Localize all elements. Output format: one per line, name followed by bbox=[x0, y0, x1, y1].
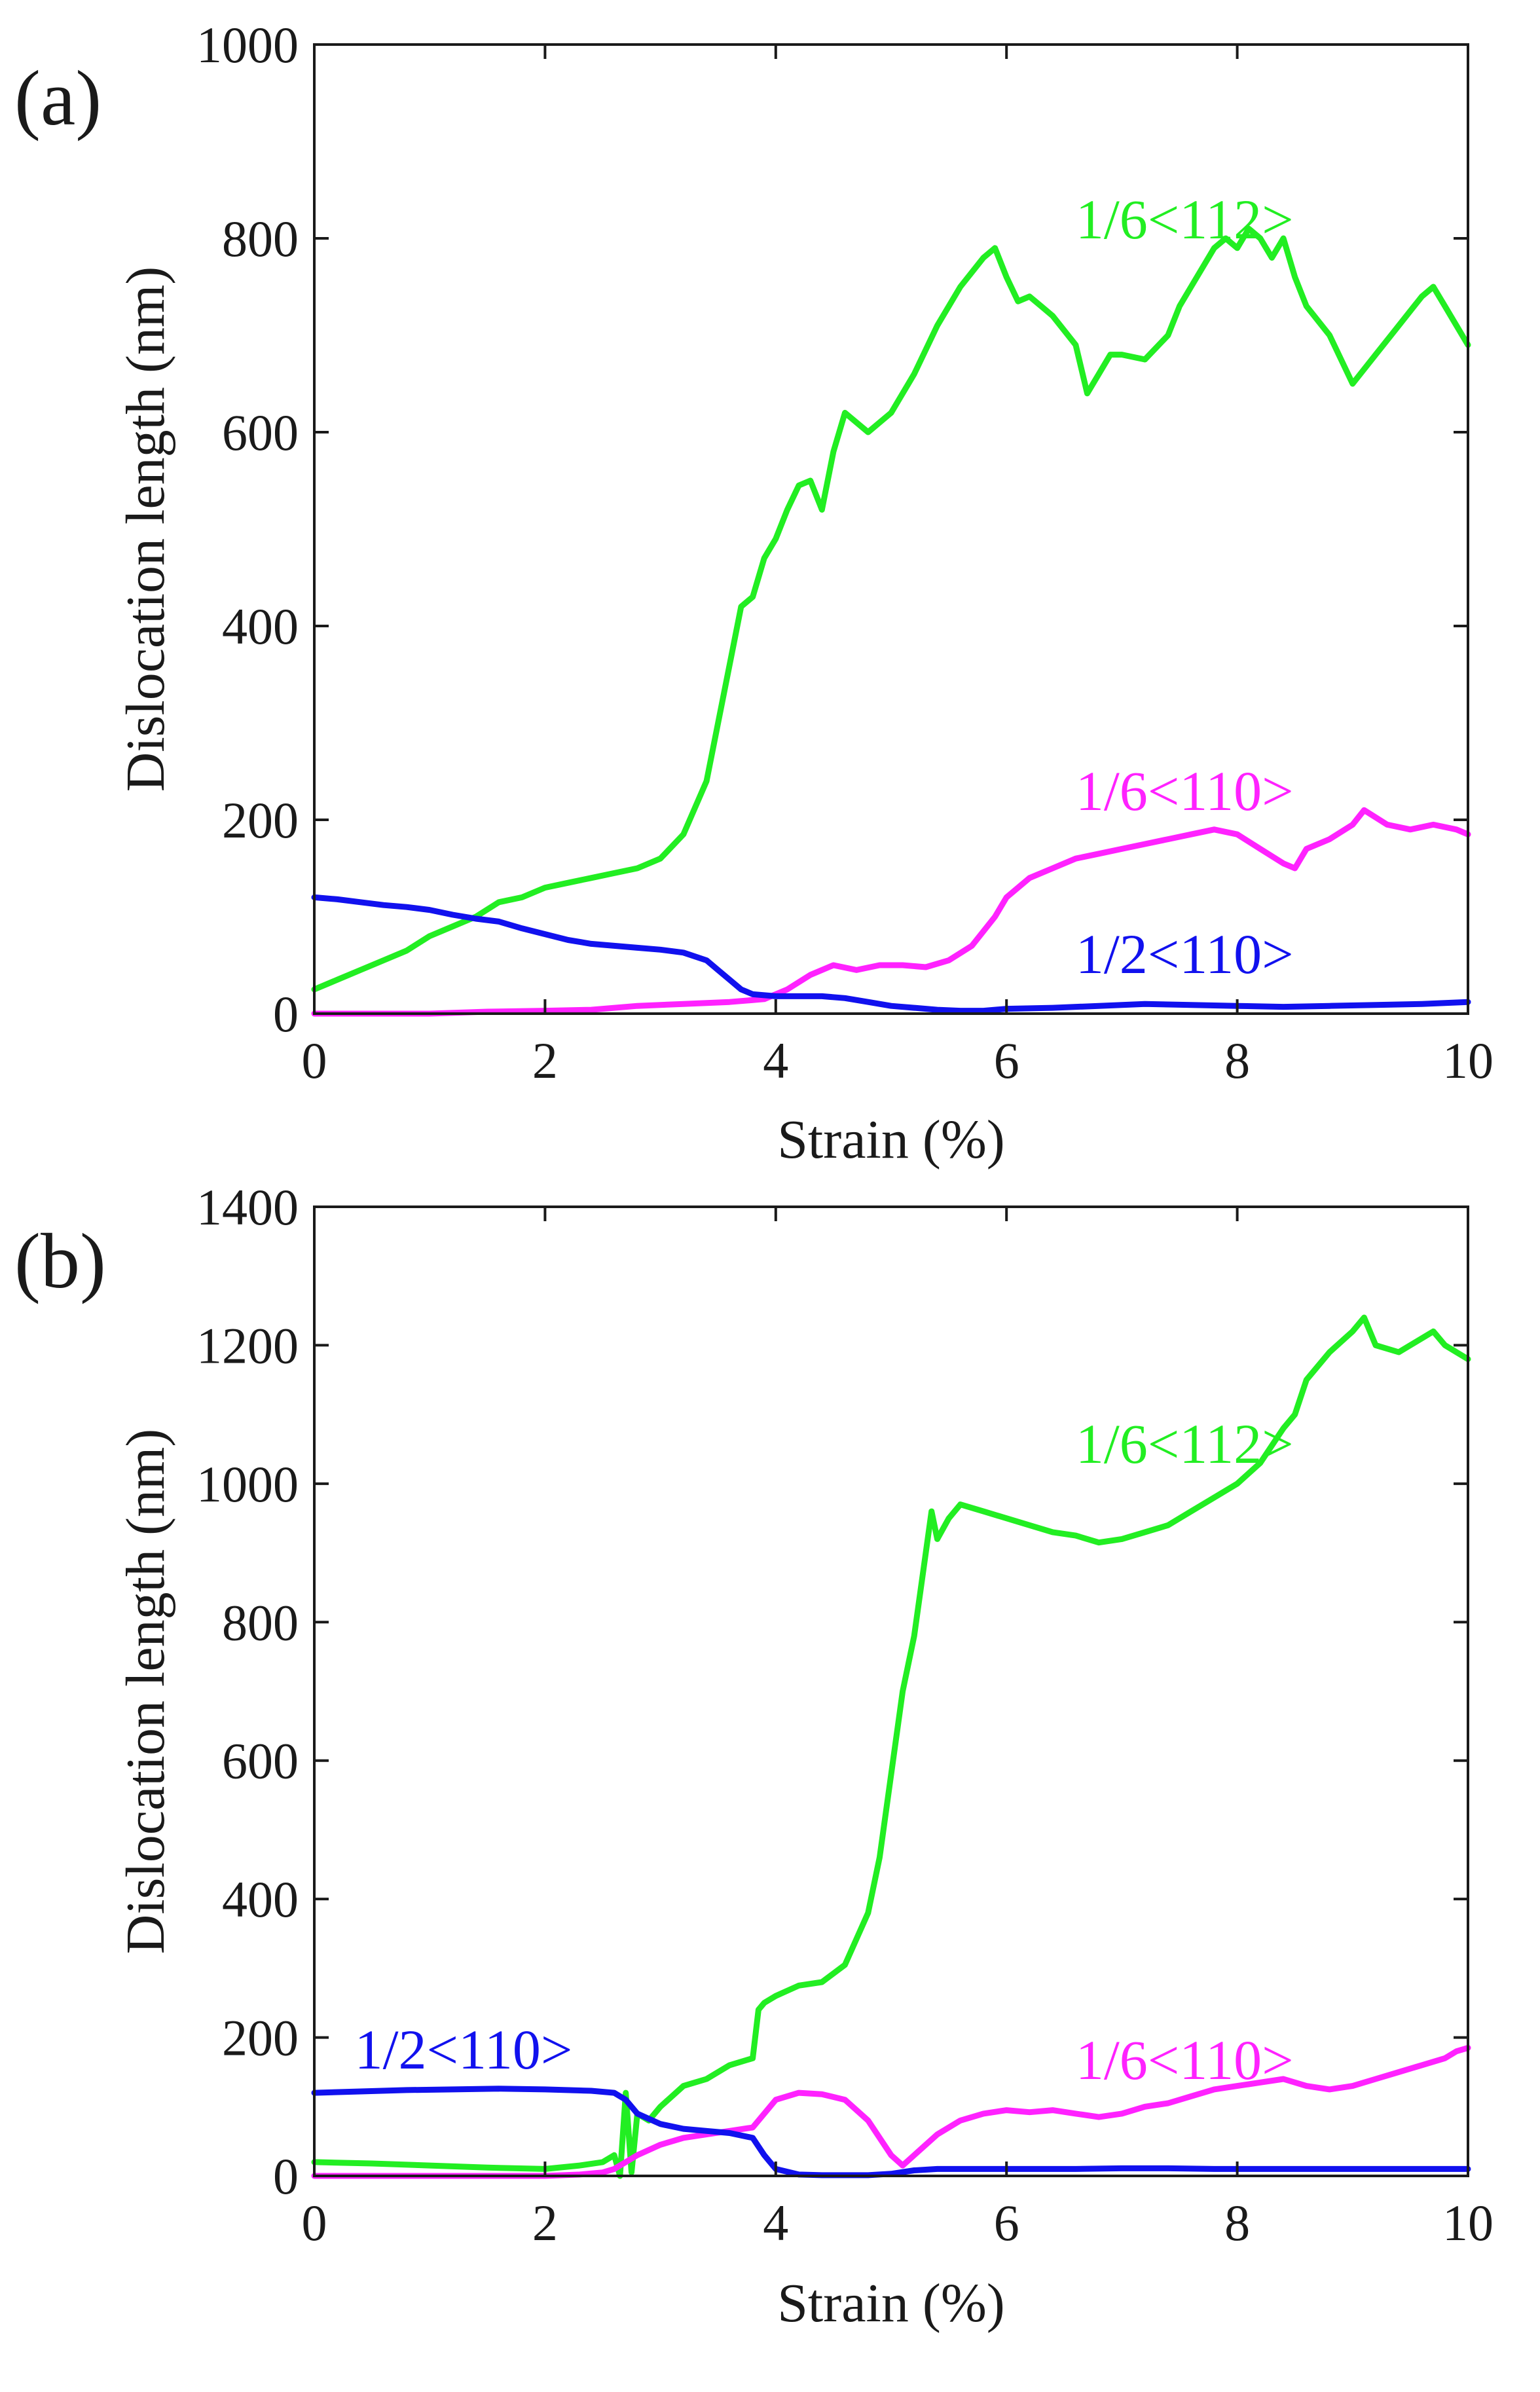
x-axis-title: Strain (%) bbox=[777, 1109, 1005, 1170]
y-tick-label: 600 bbox=[222, 404, 299, 461]
series-line-16112 bbox=[311, 225, 1471, 993]
x-tick-label: 6 bbox=[994, 2194, 1019, 2251]
plot-frame bbox=[313, 43, 1469, 1015]
panel-label: (a) bbox=[14, 54, 101, 141]
y-tick-label: 1200 bbox=[196, 1317, 299, 1374]
x-tick-label: 10 bbox=[1442, 1032, 1494, 1089]
series-line-12110 bbox=[311, 2086, 1471, 2179]
chart-panel-a: (a) 0 2 4 6 8 10 0 200 400 600 800 1000 Strain (%) Dis… bbox=[14, 16, 1494, 1170]
series-annotation: 1/6<112> bbox=[1076, 1412, 1294, 1475]
series-annotation: 1/6<110> bbox=[1076, 2029, 1294, 2091]
x-tick-label: 8 bbox=[1224, 1032, 1250, 1089]
series-line-16110 bbox=[311, 807, 1471, 1017]
series-line-16110 bbox=[311, 2044, 1471, 2179]
y-axis-title: Dislocation length (nm) bbox=[115, 1429, 176, 1955]
y-tick-label: 1000 bbox=[196, 1456, 299, 1513]
y-tick-label: 400 bbox=[222, 598, 299, 655]
x-tick-label: 4 bbox=[763, 2194, 788, 2251]
plot-frame bbox=[313, 1205, 1469, 2177]
chart-panel-b: (b) 0 2 4 6 8 10 0 200 400 600 800 1000 1200 1400 Strai… bbox=[14, 1179, 1494, 2334]
x-tick-label: 6 bbox=[994, 1032, 1019, 1089]
y-tick-label: 800 bbox=[222, 1594, 299, 1651]
y-tick-label: 600 bbox=[222, 1733, 299, 1790]
y-tick-label: 800 bbox=[222, 210, 299, 267]
x-axis-title: Strain (%) bbox=[777, 2273, 1005, 2334]
series-annotation: 1/2<110> bbox=[1076, 923, 1294, 985]
series-annotation: 1/2<110> bbox=[355, 2018, 573, 2081]
series-annotation: 1/6<112> bbox=[1076, 188, 1294, 251]
x-tick-label: 0 bbox=[302, 2194, 327, 2251]
y-tick-label: 1400 bbox=[196, 1179, 299, 1236]
x-tick-label: 0 bbox=[302, 1032, 327, 1089]
series-line-12110 bbox=[311, 894, 1471, 1014]
y-tick-label: 0 bbox=[273, 985, 299, 1042]
x-tick-label: 2 bbox=[532, 2194, 558, 2251]
panel-label: (b) bbox=[14, 1217, 106, 1304]
y-tick-label: 200 bbox=[222, 2010, 299, 2067]
x-tick-label: 2 bbox=[532, 1032, 558, 1089]
x-tick-label: 4 bbox=[763, 1032, 788, 1089]
x-tick-label: 8 bbox=[1224, 2194, 1250, 2251]
y-tick-label: 200 bbox=[222, 792, 299, 849]
y-tick-label: 1000 bbox=[196, 16, 299, 73]
series-group bbox=[311, 225, 1471, 1017]
x-tick-label: 10 bbox=[1442, 2194, 1494, 2251]
y-tick-label: 400 bbox=[222, 1871, 299, 1928]
y-tick-label: 0 bbox=[273, 2148, 299, 2205]
series-annotation: 1/6<110> bbox=[1076, 760, 1294, 822]
y-axis-title: Dislocation length (nm) bbox=[115, 267, 176, 792]
